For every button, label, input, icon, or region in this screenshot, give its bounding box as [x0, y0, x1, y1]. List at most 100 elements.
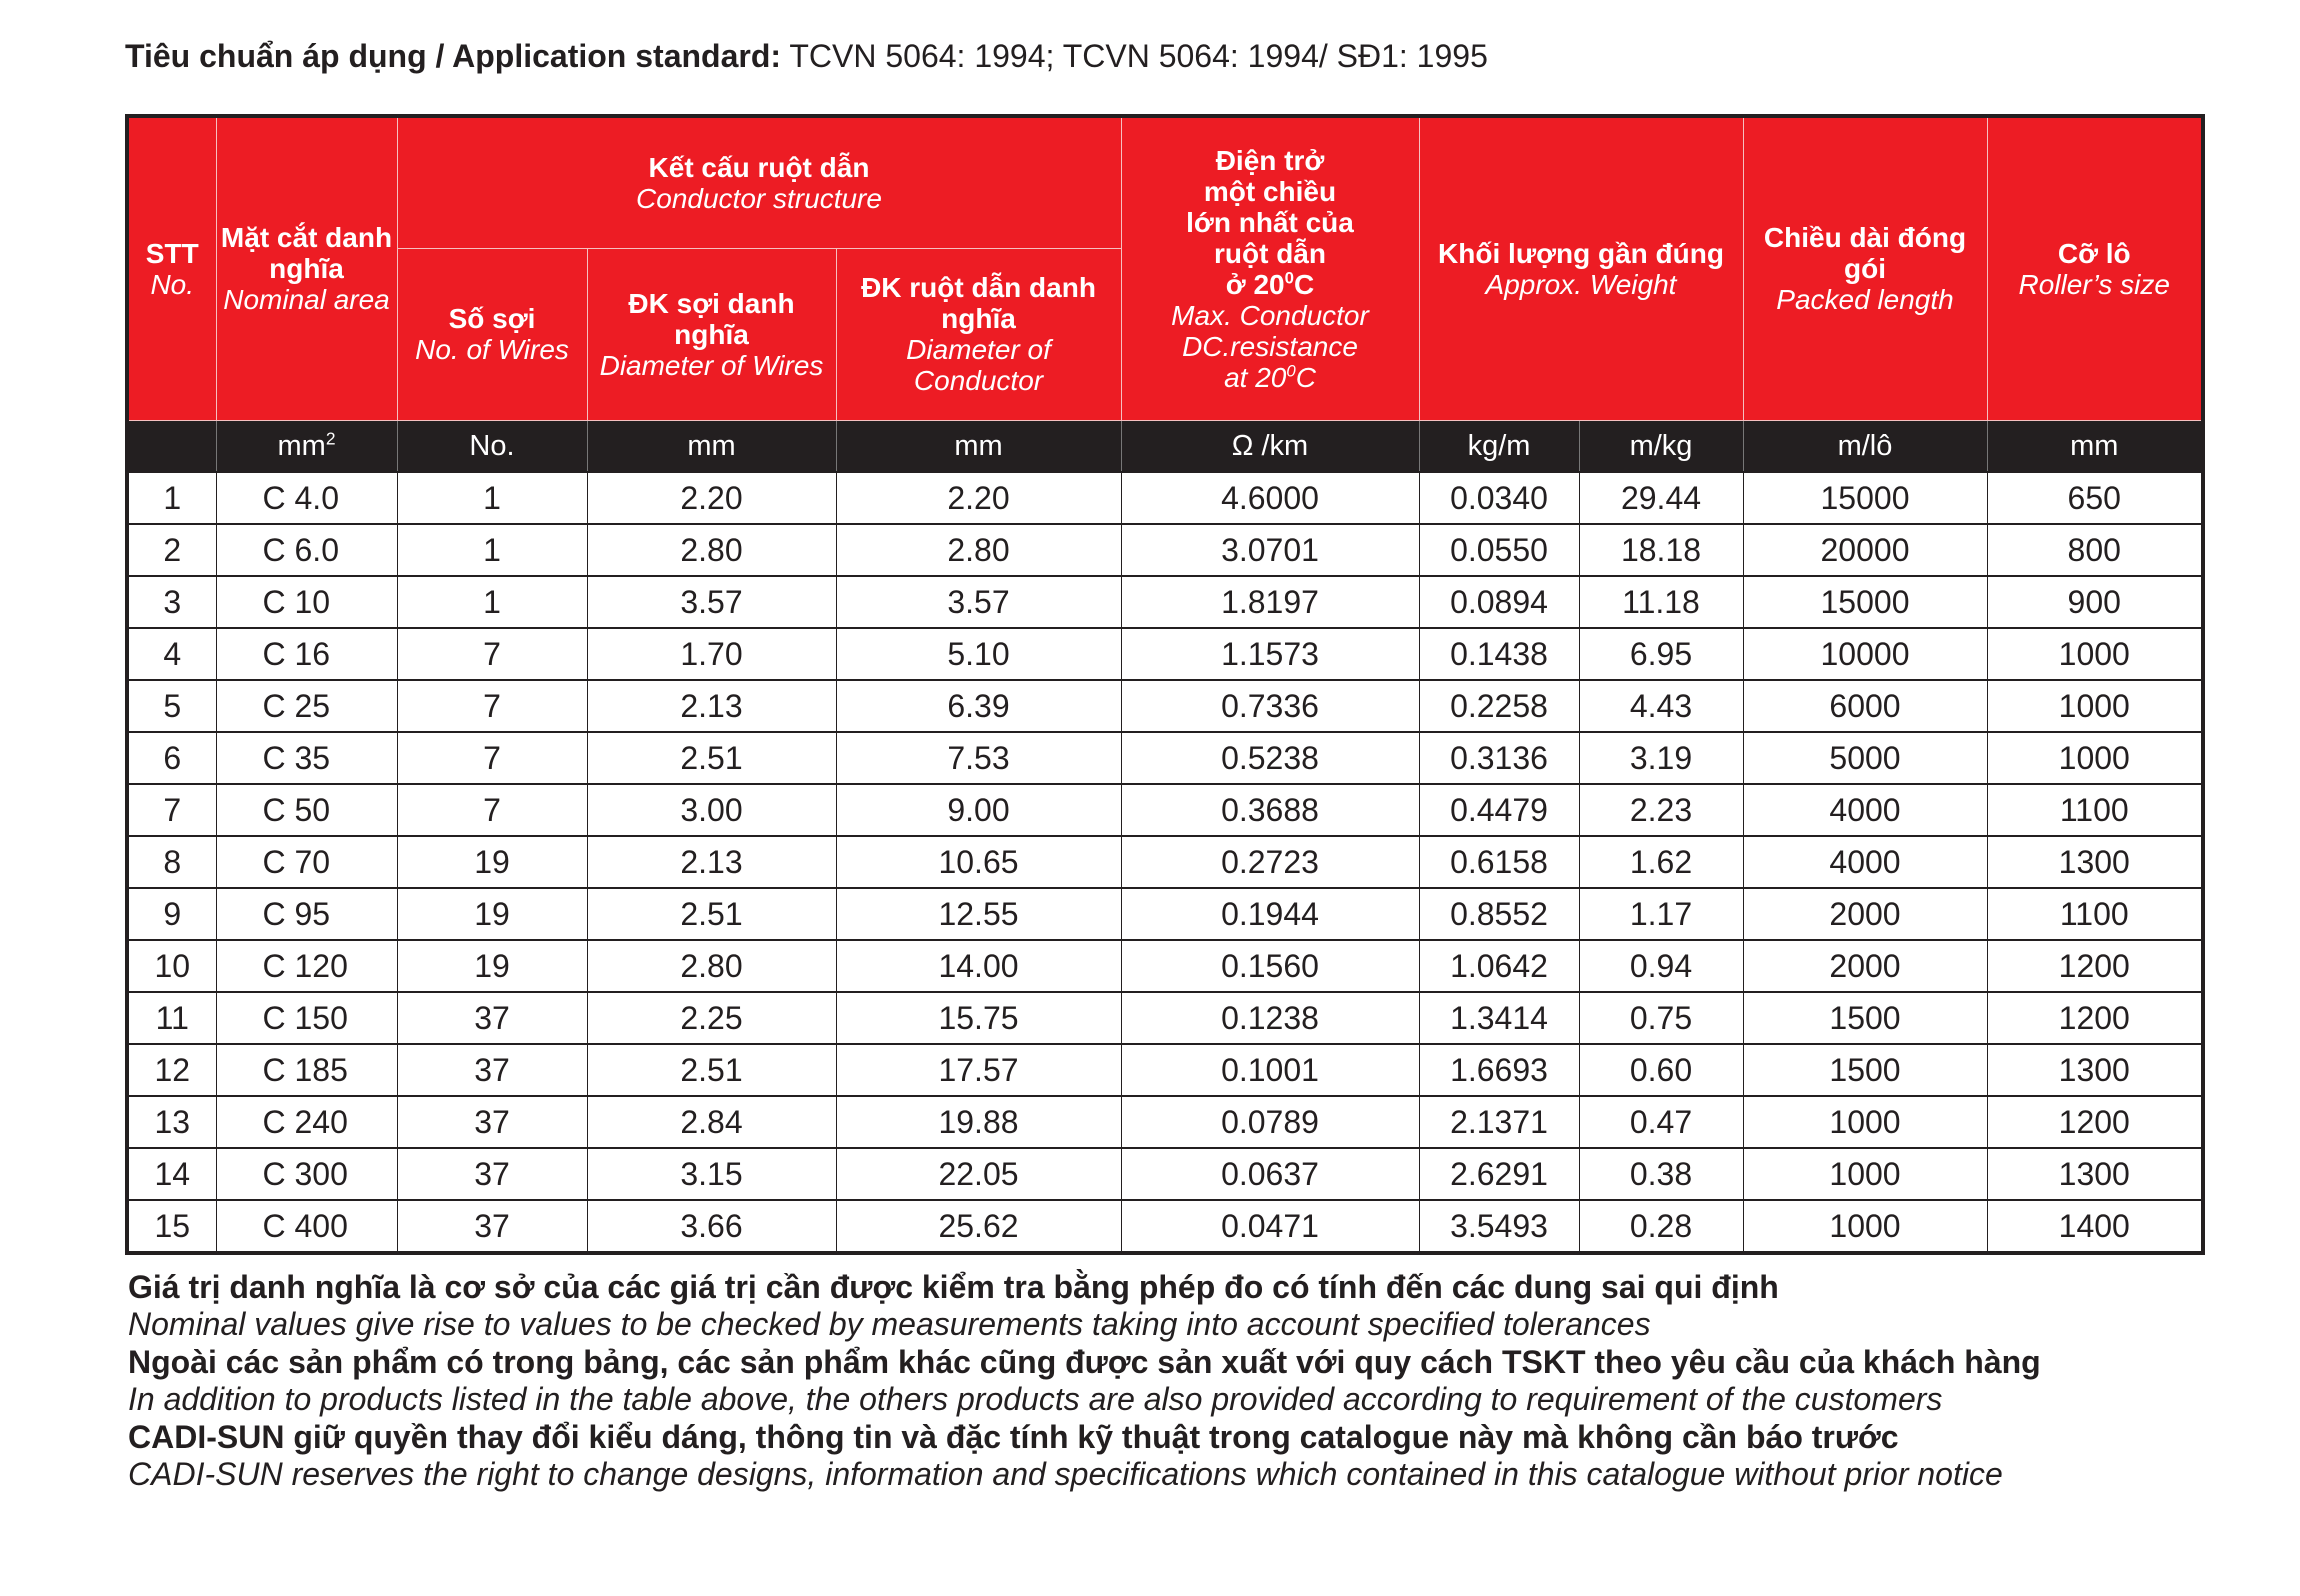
header-wire-diameter: ĐK sợi danh nghĩa Diameter of Wires — [586, 247, 837, 421]
cell-stt: 4 — [126, 626, 217, 680]
unit-cell: m/kg — [1578, 420, 1744, 472]
cell-resistance: 3.0701 — [1120, 522, 1420, 576]
cell-wire-diameter: 2.13 — [586, 678, 837, 732]
cell-packed-length: 15000 — [1742, 574, 1988, 628]
cell-length-m-kg: 11.18 — [1578, 574, 1744, 628]
unit-cell: No. — [396, 420, 588, 472]
cell-weight-kg-m: 2.1371 — [1418, 1094, 1580, 1148]
cell-weight-kg-m: 0.1438 — [1418, 626, 1580, 680]
cell-wires: 7 — [396, 678, 588, 732]
cell-wire-diameter: 2.51 — [586, 886, 837, 940]
cell-roller-size: 1200 — [1986, 1094, 2204, 1148]
cell-area: C 95 — [215, 886, 398, 940]
header-roller: Cỡ lô Roller’s size — [1986, 115, 2204, 421]
cell-conductor-diameter: 3.57 — [835, 574, 1122, 628]
cell-resistance: 0.7336 — [1120, 678, 1420, 732]
cell-area: C 120 — [215, 938, 398, 992]
cell-packed-length: 1000 — [1742, 1198, 1988, 1253]
cell-conductor-diameter: 12.55 — [835, 886, 1122, 940]
cell-wires: 19 — [396, 886, 588, 940]
table-row: 15 C 400 37 3.66 25.62 0.0471 3.5493 0.28 1000 14… — [126, 1198, 2204, 1253]
cell-packed-length: 1000 — [1742, 1146, 1988, 1200]
cell-area: C 150 — [215, 990, 398, 1044]
unit-cell: m/lô — [1742, 420, 1988, 472]
cell-weight-kg-m: 0.0340 — [1418, 470, 1580, 524]
cell-conductor-diameter: 15.75 — [835, 990, 1122, 1044]
cell-stt: 7 — [126, 782, 217, 836]
cell-wire-diameter: 2.51 — [586, 730, 837, 784]
cell-wire-diameter: 3.66 — [586, 1198, 837, 1253]
standard-label: Tiêu chuẩn áp dụng / Application standar… — [125, 38, 782, 74]
cell-length-m-kg: 29.44 — [1578, 470, 1744, 524]
cell-stt: 15 — [126, 1198, 217, 1253]
cell-length-m-kg: 0.28 — [1578, 1198, 1744, 1253]
cell-wire-diameter: 3.00 — [586, 782, 837, 836]
cell-wires: 7 — [396, 626, 588, 680]
cell-roller-size: 1200 — [1986, 990, 2204, 1044]
unit-cell: mm — [835, 420, 1122, 472]
cell-packed-length: 1000 — [1742, 1094, 1988, 1148]
note-vi: CADI-SUN giữ quyền thay đổi kiểu dáng, t… — [128, 1418, 1899, 1455]
cell-wires: 37 — [396, 990, 588, 1044]
cell-packed-length: 15000 — [1742, 470, 1988, 524]
cell-conductor-diameter: 7.53 — [835, 730, 1122, 784]
cell-wires: 37 — [396, 1198, 588, 1253]
cell-wire-diameter: 3.57 — [586, 574, 837, 628]
cell-wire-diameter: 2.13 — [586, 834, 837, 888]
header-resistance: Điện trở một chiều lớn nhất của ruột dẫn ở … — [1120, 115, 1420, 421]
table-row: 12 C 185 37 2.51 17.57 0.1001 1.6693 0.60 1500 13… — [126, 1042, 2204, 1096]
cell-wire-diameter: 2.25 — [586, 990, 837, 1044]
cell-resistance: 0.0789 — [1120, 1094, 1420, 1148]
cell-packed-length: 4000 — [1742, 782, 1988, 836]
cell-roller-size: 1200 — [1986, 938, 2204, 992]
application-standard: Tiêu chuẩn áp dụng / Application standar… — [125, 36, 2201, 76]
cell-stt: 14 — [126, 1146, 217, 1200]
note-vi: Giá trị danh nghĩa là cơ sở của các giá … — [128, 1268, 1779, 1305]
cell-conductor-diameter: 5.10 — [835, 626, 1122, 680]
cell-wires: 37 — [396, 1042, 588, 1096]
cell-stt: 8 — [126, 834, 217, 888]
cell-area: C 300 — [215, 1146, 398, 1200]
cell-stt: 3 — [126, 574, 217, 628]
cell-resistance: 0.2723 — [1120, 834, 1420, 888]
cell-wires: 1 — [396, 470, 588, 524]
cell-resistance: 0.0471 — [1120, 1198, 1420, 1253]
cell-stt: 6 — [126, 730, 217, 784]
header-stt: STT No. — [126, 115, 217, 421]
cell-roller-size: 1000 — [1986, 730, 2204, 784]
cell-conductor-diameter: 19.88 — [835, 1094, 1122, 1148]
cell-conductor-diameter: 2.20 — [835, 470, 1122, 524]
cell-weight-kg-m: 0.0550 — [1418, 522, 1580, 576]
note-en: In addition to products listed in the ta… — [128, 1381, 1943, 1418]
cell-conductor-diameter: 6.39 — [835, 678, 1122, 732]
cell-weight-kg-m: 0.3136 — [1418, 730, 1580, 784]
cell-length-m-kg: 6.95 — [1578, 626, 1744, 680]
unit-cell: mm — [1986, 420, 2204, 472]
unit-cell: mm2 — [215, 420, 398, 472]
cell-weight-kg-m: 0.0894 — [1418, 574, 1580, 628]
cell-roller-size: 1100 — [1986, 886, 2204, 940]
unit-cell: mm — [586, 420, 837, 472]
cell-area: C 240 — [215, 1094, 398, 1148]
cell-stt: 5 — [126, 678, 217, 732]
header-structure: Kết cấu ruột dẫn Conductor structure — [396, 115, 1122, 249]
cell-resistance: 4.6000 — [1120, 470, 1420, 524]
cell-wires: 1 — [396, 574, 588, 628]
cell-wire-diameter: 2.80 — [586, 522, 837, 576]
cell-packed-length: 10000 — [1742, 626, 1988, 680]
cell-weight-kg-m: 3.5493 — [1418, 1198, 1580, 1253]
note-en: Nominal values give rise to values to be… — [128, 1306, 1651, 1343]
cell-length-m-kg: 0.47 — [1578, 1094, 1744, 1148]
cell-resistance: 0.3688 — [1120, 782, 1420, 836]
cell-wires: 7 — [396, 730, 588, 784]
cell-length-m-kg: 0.38 — [1578, 1146, 1744, 1200]
unit-cell: kg/m — [1418, 420, 1580, 472]
cell-length-m-kg: 1.17 — [1578, 886, 1744, 940]
cell-wires: 37 — [396, 1146, 588, 1200]
cell-length-m-kg: 18.18 — [1578, 522, 1744, 576]
cell-roller-size: 650 — [1986, 470, 2204, 524]
